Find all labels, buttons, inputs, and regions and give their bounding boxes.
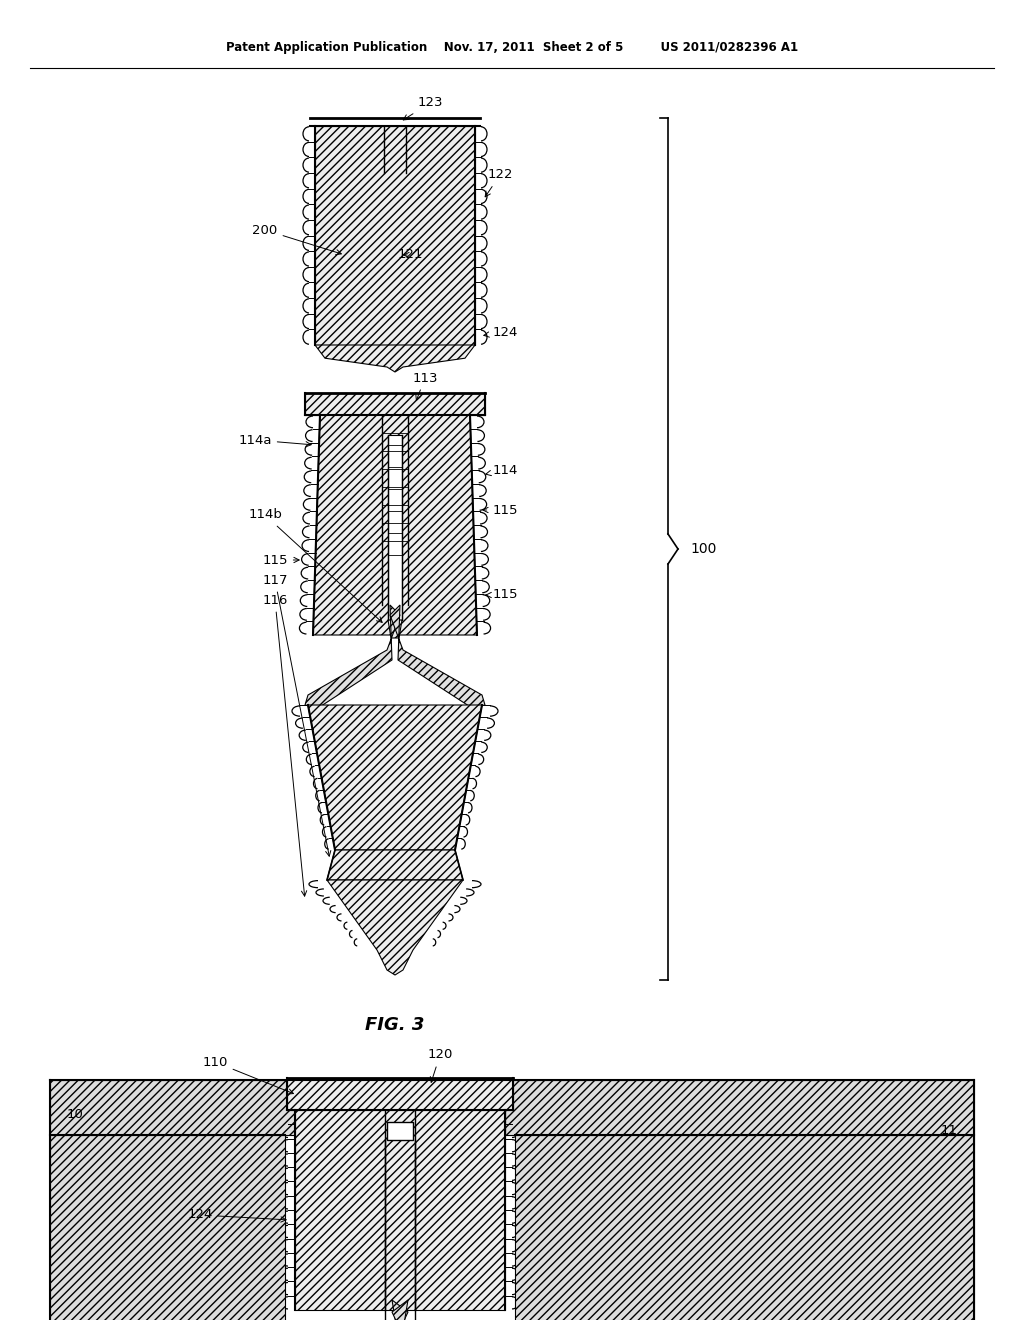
Text: 121: 121	[397, 248, 423, 261]
Polygon shape	[392, 1300, 545, 1320]
Polygon shape	[255, 1300, 408, 1320]
Polygon shape	[50, 1080, 295, 1135]
Polygon shape	[305, 393, 485, 414]
Text: 116: 116	[262, 594, 307, 896]
Text: 120: 120	[427, 1048, 453, 1082]
Polygon shape	[313, 414, 477, 635]
Text: 115: 115	[486, 589, 518, 602]
Text: 11: 11	[940, 1123, 957, 1137]
Polygon shape	[505, 1080, 974, 1135]
Text: 124: 124	[187, 1209, 286, 1222]
Polygon shape	[390, 605, 485, 708]
Polygon shape	[327, 880, 463, 975]
Polygon shape	[387, 1122, 413, 1140]
Polygon shape	[308, 705, 482, 850]
Text: 123: 123	[403, 96, 442, 120]
Text: 114a: 114a	[239, 433, 311, 447]
Text: 110: 110	[203, 1056, 294, 1094]
Polygon shape	[327, 850, 463, 880]
Polygon shape	[287, 1078, 513, 1110]
Text: 115: 115	[262, 553, 299, 566]
Text: 124: 124	[483, 326, 518, 338]
Text: 113: 113	[413, 371, 437, 400]
Polygon shape	[315, 125, 475, 345]
Text: 100: 100	[690, 543, 717, 556]
Text: Patent Application Publication    Nov. 17, 2011  Sheet 2 of 5         US 2011/02: Patent Application Publication Nov. 17, …	[226, 41, 798, 54]
Text: 10: 10	[67, 1109, 83, 1122]
Polygon shape	[315, 345, 475, 372]
Polygon shape	[50, 1135, 285, 1320]
Text: FIG. 3: FIG. 3	[366, 1016, 425, 1034]
Polygon shape	[388, 620, 402, 638]
Text: 114b: 114b	[248, 508, 382, 623]
Text: 117: 117	[262, 573, 331, 857]
Polygon shape	[305, 605, 400, 708]
Polygon shape	[295, 1110, 505, 1309]
Polygon shape	[388, 436, 402, 620]
Text: 114: 114	[485, 463, 518, 477]
Text: 200: 200	[252, 223, 341, 255]
Polygon shape	[515, 1135, 974, 1320]
Text: 122: 122	[485, 169, 513, 197]
Text: 115: 115	[483, 503, 518, 516]
